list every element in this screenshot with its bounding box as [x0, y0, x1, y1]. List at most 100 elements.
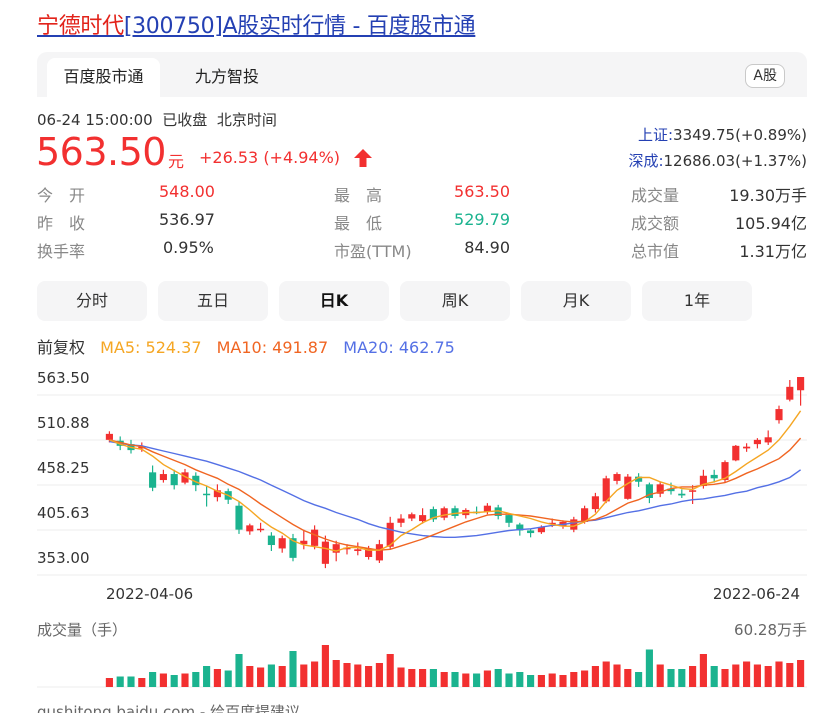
- volume-bar: [105, 678, 113, 687]
- tab-period-weekly[interactable]: 周K: [400, 281, 510, 321]
- ma20-line: [109, 440, 802, 538]
- volume-bar: [192, 672, 200, 687]
- volume-bar: [321, 645, 329, 687]
- volume-bar: [494, 669, 502, 687]
- candle[interactable]: [149, 465, 157, 492]
- tab-jiufang[interactable]: 九方智投: [194, 67, 259, 86]
- candle[interactable]: [451, 505, 459, 519]
- candle[interactable]: [203, 486, 211, 507]
- candle[interactable]: [591, 492, 599, 513]
- candle[interactable]: [440, 506, 448, 521]
- candle[interactable]: [267, 532, 275, 552]
- volume-bar: [397, 667, 405, 687]
- stat-low-label: 最 低: [334, 214, 383, 233]
- index-sz-value: 12686.03(+1.37%): [663, 152, 808, 170]
- candle[interactable]: [300, 529, 308, 550]
- candle[interactable]: [570, 516, 578, 533]
- stat-pe-value: 84.90: [464, 238, 510, 257]
- current-price: 563.50: [36, 130, 166, 174]
- candle[interactable]: [732, 444, 740, 462]
- stat-high-label: 最 高: [334, 186, 383, 205]
- index-sz[interactable]: 深成:12686.03(+1.37%): [628, 148, 807, 174]
- adjust-mode[interactable]: 前复权: [37, 338, 86, 357]
- title-rest[interactable]: [300750]A股实时行情 - 百度股市通: [123, 14, 476, 39]
- candle[interactable]: [689, 485, 697, 504]
- candle[interactable]: [613, 472, 621, 485]
- tab-period-daily[interactable]: 日K: [279, 281, 389, 321]
- ma10-label: MA10: 491.87: [216, 338, 329, 357]
- candle[interactable]: [494, 504, 502, 520]
- candle[interactable]: [397, 514, 405, 528]
- candle[interactable]: [246, 523, 254, 535]
- timezone: 北京时间: [216, 111, 277, 129]
- tab-baidu-gushitong[interactable]: 百度股市通: [47, 58, 160, 97]
- stat-turnover-label: 换手率: [37, 242, 86, 261]
- candle[interactable]: [408, 512, 416, 522]
- candle[interactable]: [257, 522, 265, 533]
- volume-max-label: 60.28万手: [734, 621, 807, 639]
- candle[interactable]: [710, 469, 718, 483]
- candle[interactable]: [321, 535, 329, 569]
- market-badge[interactable]: A股: [745, 64, 785, 88]
- title-stock-name[interactable]: 宁德时代: [37, 14, 124, 39]
- candle[interactable]: [354, 542, 362, 556]
- candle[interactable]: [386, 516, 394, 550]
- candle[interactable]: [213, 484, 221, 502]
- tab-period-5day[interactable]: 五日: [158, 281, 268, 321]
- index-sh-name[interactable]: 上证:: [637, 126, 674, 144]
- volume-bar: [656, 664, 664, 687]
- stat-prevclose-value: 536.97: [159, 210, 215, 229]
- candle[interactable]: [375, 539, 383, 563]
- candle[interactable]: [602, 475, 610, 504]
- volume-label: 成交量（手）: [37, 621, 128, 639]
- stock-card: 百度股市通 九方智投 A股 06-24 15:00:00 已收盘 北京时间 56…: [36, 52, 807, 713]
- stat-prevclose-label: 昨 收: [37, 214, 86, 233]
- candle[interactable]: [753, 438, 761, 449]
- footer-text[interactable]: gushitong.baidu.com - 给百度提建议: [37, 703, 301, 713]
- tab-period-intraday[interactable]: 分时: [37, 281, 147, 321]
- volume-bar: [311, 661, 319, 687]
- candle[interactable]: [645, 482, 653, 504]
- candle[interactable]: [235, 501, 243, 534]
- candle[interactable]: [527, 528, 535, 538]
- candle[interactable]: [656, 481, 664, 498]
- candle[interactable]: [743, 443, 751, 452]
- candle[interactable]: [764, 430, 772, 445]
- volume-bar: [267, 664, 275, 687]
- tab-period-monthly[interactable]: 月K: [521, 281, 631, 321]
- candle[interactable]: [786, 379, 794, 402]
- index-sz-name[interactable]: 深成:: [628, 152, 664, 170]
- candle[interactable]: [635, 473, 643, 487]
- candle[interactable]: [289, 533, 297, 562]
- volume-bar: [429, 669, 437, 687]
- ma10-line: [109, 437, 802, 551]
- tab-period-1year[interactable]: 1年: [642, 281, 752, 321]
- page-title-link[interactable]: 宁德时代[300750]A股实时行情 - 百度股市通: [37, 8, 476, 40]
- candle[interactable]: [343, 544, 351, 555]
- volume-bar: [591, 666, 599, 687]
- volume-bar: [775, 661, 783, 687]
- stat-open-label: 今 开: [37, 186, 86, 205]
- candle[interactable]: [311, 525, 319, 550]
- volume-bar: [516, 672, 524, 687]
- candle[interactable]: [278, 535, 286, 553]
- index-sh[interactable]: 上证:3349.75(+0.89%): [628, 122, 807, 148]
- candle[interactable]: [159, 469, 167, 483]
- candle[interactable]: [170, 469, 178, 490]
- ma5-label: MA5: 524.37: [100, 338, 202, 357]
- volume-bar: [667, 669, 675, 687]
- arrow-up-icon: [354, 149, 372, 167]
- stat-high-value: 563.50: [454, 182, 510, 201]
- candle[interactable]: [624, 474, 632, 500]
- candle[interactable]: [419, 508, 427, 524]
- candle[interactable]: [505, 514, 513, 528]
- volume-bar: [462, 673, 470, 687]
- volume-bar: [743, 661, 751, 687]
- candle[interactable]: [429, 506, 437, 522]
- volume-bar: [645, 649, 653, 687]
- candle[interactable]: [797, 377, 805, 406]
- volume-bar: [764, 666, 772, 687]
- candle[interactable]: [678, 489, 686, 498]
- candle[interactable]: [775, 405, 783, 424]
